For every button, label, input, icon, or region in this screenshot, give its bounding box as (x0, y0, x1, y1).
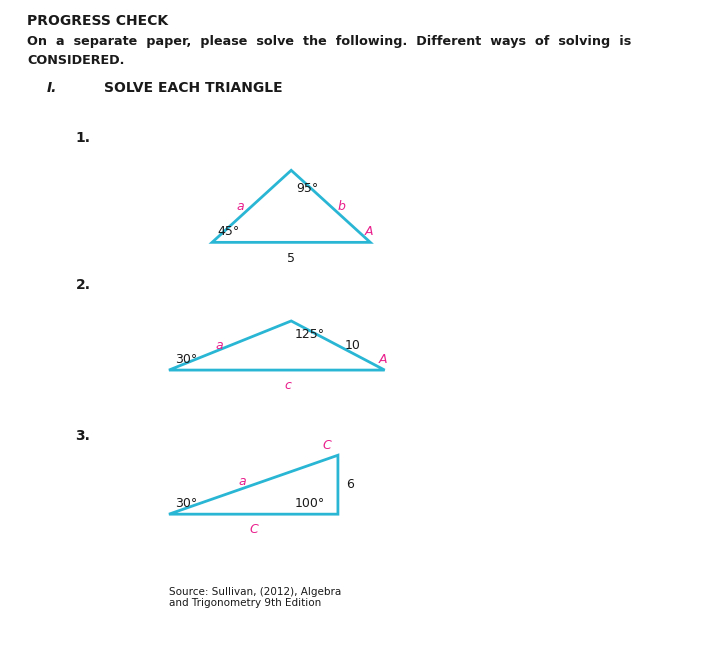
Text: 95°: 95° (296, 182, 319, 195)
Text: a: a (237, 200, 244, 213)
Text: 125°: 125° (295, 328, 325, 341)
Text: 10: 10 (345, 339, 361, 352)
Text: 45°: 45° (218, 225, 240, 238)
Text: 30°: 30° (175, 497, 197, 510)
Text: 2.: 2. (75, 278, 91, 292)
Text: SOLVE EACH TRIANGLE: SOLVE EACH TRIANGLE (104, 81, 283, 95)
Text: 6: 6 (347, 478, 354, 491)
Text: A: A (379, 353, 388, 366)
Text: 100°: 100° (295, 497, 325, 510)
Text: C: C (249, 523, 258, 536)
Text: PROGRESS CHECK: PROGRESS CHECK (27, 14, 168, 28)
Text: 3.: 3. (75, 429, 91, 443)
Text: A: A (365, 225, 373, 238)
Text: C: C (322, 439, 331, 452)
Text: c: c (284, 379, 291, 392)
Text: Source: Sullivan, (2012), Algebra: Source: Sullivan, (2012), Algebra (169, 588, 342, 597)
Text: On  a  separate  paper,  please  solve  the  following.  Different  ways  of  so: On a separate paper, please solve the fo… (27, 35, 631, 48)
Text: a: a (215, 339, 223, 352)
Text: 1.: 1. (75, 131, 91, 145)
Text: a: a (239, 475, 246, 488)
Text: 30°: 30° (175, 353, 197, 366)
Text: 5: 5 (287, 252, 296, 265)
Text: b: b (338, 200, 346, 213)
Text: and Trigonometry 9th Edition: and Trigonometry 9th Edition (169, 598, 321, 608)
Text: I.: I. (47, 81, 57, 95)
Text: CONSIDERED.: CONSIDERED. (27, 54, 124, 67)
